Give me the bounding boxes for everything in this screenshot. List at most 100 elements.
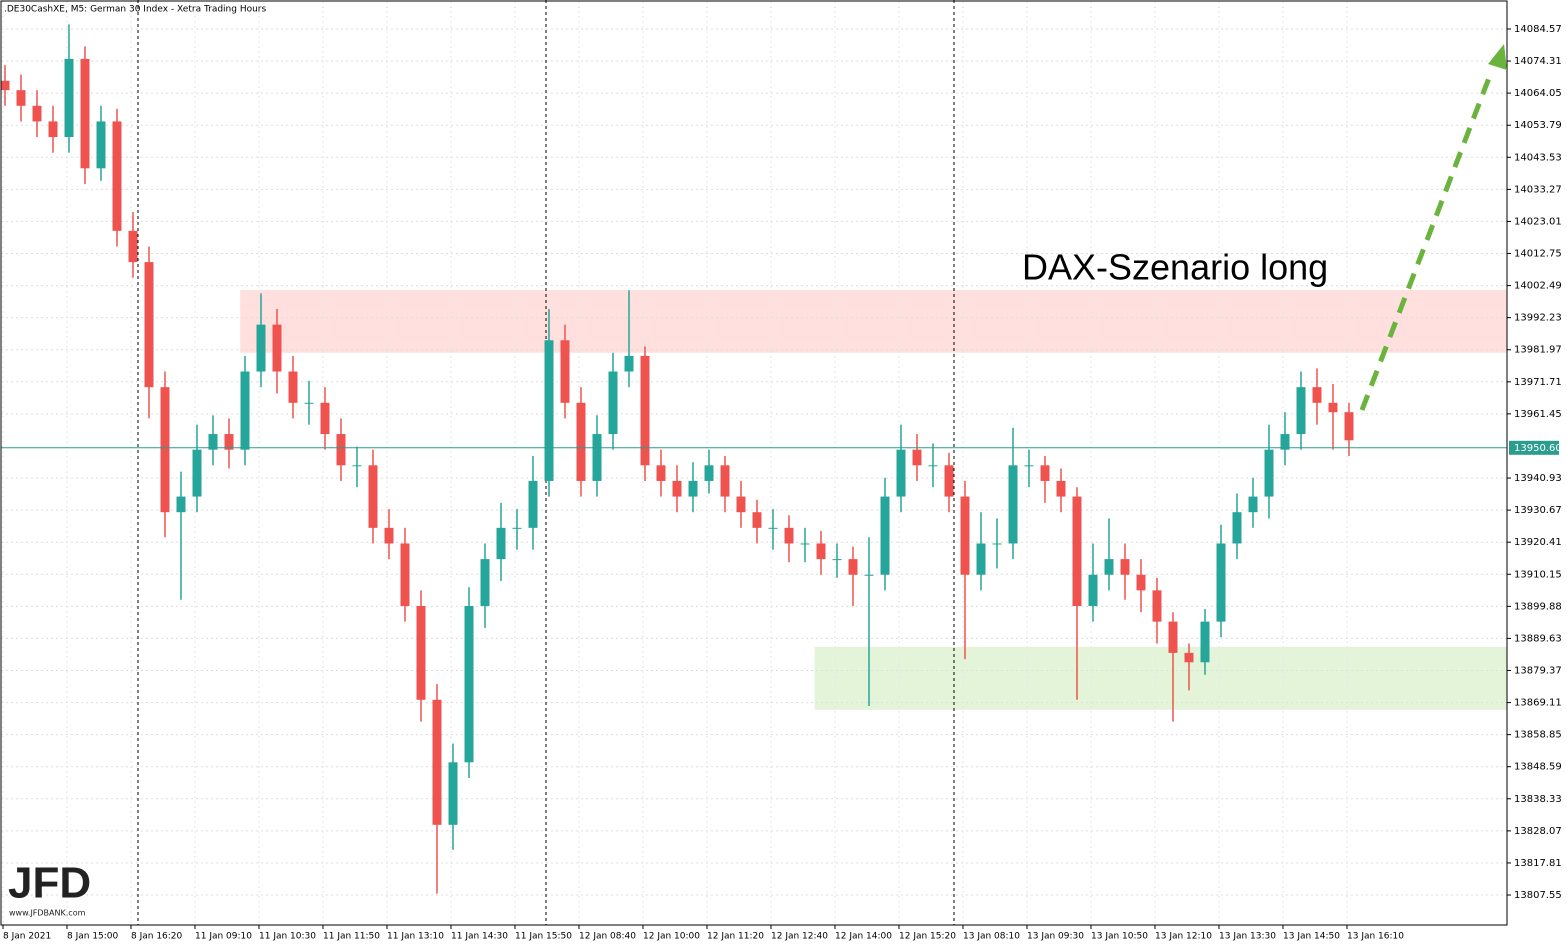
candle-body [304,402,314,404]
candle-body [688,480,698,497]
candle-body [1200,621,1210,663]
candle-body [912,449,922,466]
y-tick-label: 14064.05 [1514,88,1562,99]
candle-body [400,543,410,606]
y-tick-label: 13879.37 [1514,665,1562,676]
candle-body [352,465,362,467]
x-tick-label: 12 Jan 11:20 [707,932,764,942]
candle-body [416,605,426,700]
x-tick-label: 11 Jan 13:10 [387,932,444,942]
candle-body [48,121,58,138]
y-tick-label: 14053.79 [1514,120,1562,131]
y-tick-label: 13971.71 [1514,377,1562,388]
candle-body [784,527,794,544]
candle-body [896,449,906,497]
y-tick-label: 13848.59 [1514,762,1562,773]
candle-body [496,527,506,560]
candle-body [144,262,154,388]
candle-body [992,543,1002,545]
candle-body [672,480,682,497]
y-tick-label: 13910.15 [1514,569,1562,580]
grid [1,1,1507,925]
annotation: DAX-Szenario long [1022,247,1328,288]
candle-body [528,480,538,528]
candle-body [800,543,810,545]
y-tick-label: 13961.45 [1514,409,1562,420]
arrow-head [1488,44,1507,70]
candle-body [128,230,138,263]
candle-body [1168,621,1178,653]
y-tick-label: 13807.55 [1514,890,1562,901]
candle-body [208,434,218,450]
candle-body [944,465,954,497]
y-tick-label: 13828.07 [1514,826,1562,837]
candle-body [1136,574,1146,591]
y-tick-label: 13838.33 [1514,794,1562,805]
candle-body [864,574,874,576]
candle-body [256,324,266,372]
y-tick-label: 13899.88 [1514,601,1562,612]
candle-body [624,355,634,372]
candle-body [1008,465,1018,544]
candle-body [848,559,858,575]
x-tick-label: 11 Jan 10:30 [259,932,316,942]
x-tick-label: 13 Jan 09:30 [1027,932,1084,942]
candle-body [976,543,986,575]
candles [0,24,1354,894]
candle-body [192,449,202,497]
y-tick-label: 14012.75 [1514,249,1562,260]
candle-body [816,543,826,560]
x-tick-label: 8 Jan 16:20 [131,932,183,942]
candle-body [928,465,938,467]
y-tick-label: 14043.53 [1514,152,1562,163]
logo: JFD [8,859,91,908]
candle-body [1280,434,1290,450]
candle-body [736,496,746,513]
candle-body [1088,574,1098,606]
candle-body [1248,496,1258,513]
candle-body [368,465,378,528]
x-tick-label: 8 Jan 15:00 [67,932,119,942]
logo-url: www.JFDBANK.com [9,909,86,918]
y-tick-label: 13930.67 [1514,505,1562,516]
candle-body [288,371,298,403]
candle-body [832,559,842,561]
candle-body [1072,496,1082,606]
x-tick-label: 13 Jan 08:10 [963,932,1020,942]
y-tick-label: 13981.97 [1514,345,1562,356]
candle-body [880,496,890,575]
candle-body [1216,543,1226,622]
y-tick-label: 14084.57 [1514,24,1562,35]
y-tick-label: 14033.27 [1514,184,1562,195]
x-tick-label: 13 Jan 13:30 [1219,932,1276,942]
candle-body [160,387,170,513]
y-tick-label: 13869.11 [1514,698,1562,709]
x-tick-label: 11 Jan 15:50 [515,932,572,942]
candle-body [1152,590,1162,622]
x-tick-label: 13 Jan 10:50 [1091,932,1148,942]
y-tick-label: 13817.81 [1514,858,1562,869]
current-price-label: 13950.60 [1514,443,1562,454]
zone [240,289,1508,353]
x-tick-label: 13 Jan 16:10 [1347,932,1404,942]
y-tick-label: 13992.23 [1514,313,1562,324]
candle-body [640,355,650,466]
candle-body [720,465,730,497]
candle-body [112,121,122,231]
current-price-box [1509,440,1559,455]
candle-body [544,340,554,481]
x-tick-label: 12 Jan 15:20 [899,932,956,942]
candle-body [96,121,106,169]
y-tick-label: 14023.01 [1514,216,1562,227]
candle-body [320,402,330,435]
candle-body [768,527,778,529]
candle-body [592,434,602,481]
candle-body [240,371,250,450]
chart-title: .DE30CashXE, M5: German 30 Index - Xetra… [4,5,267,15]
candle-body [16,90,26,106]
y-tick-label: 13858.85 [1514,730,1562,741]
candle-body [960,496,970,575]
